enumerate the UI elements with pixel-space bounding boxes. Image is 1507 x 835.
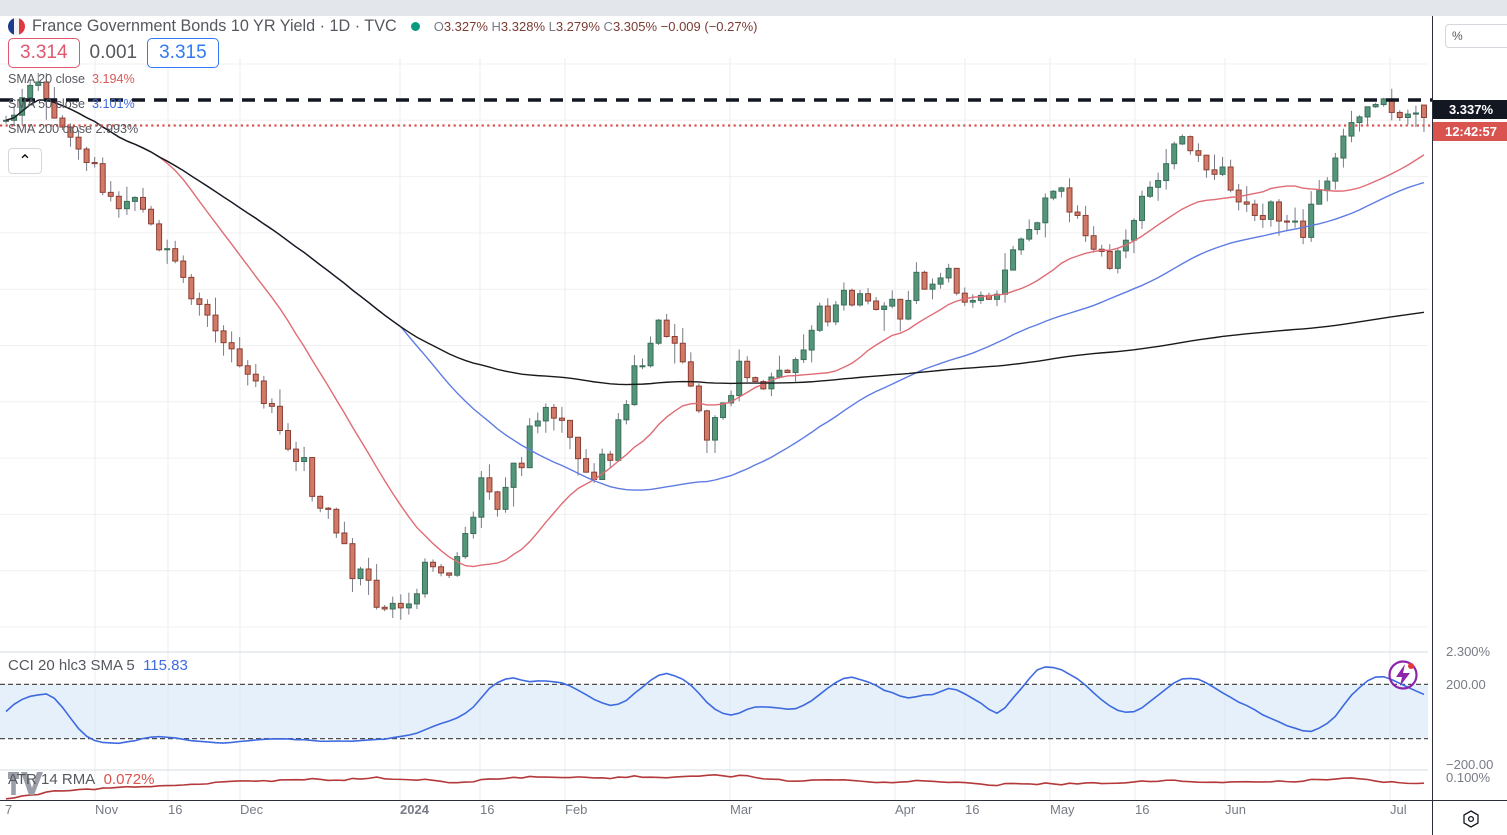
svg-text:16: 16 xyxy=(1135,802,1149,817)
svg-text:16: 16 xyxy=(480,802,494,817)
svg-text:Mar: Mar xyxy=(730,802,753,817)
svg-text:2024: 2024 xyxy=(400,802,430,817)
svg-text:Feb: Feb xyxy=(565,802,587,817)
svg-text:Nov: Nov xyxy=(95,802,119,817)
svg-text:Apr: Apr xyxy=(895,802,916,817)
svg-text:16: 16 xyxy=(168,802,182,817)
svg-text:16: 16 xyxy=(965,802,979,817)
svg-text:Jul: Jul xyxy=(1390,802,1407,817)
svg-text:7: 7 xyxy=(5,802,12,817)
svg-text:Jun: Jun xyxy=(1225,802,1246,817)
svg-text:Dec: Dec xyxy=(240,802,264,817)
svg-text:May: May xyxy=(1050,802,1075,817)
